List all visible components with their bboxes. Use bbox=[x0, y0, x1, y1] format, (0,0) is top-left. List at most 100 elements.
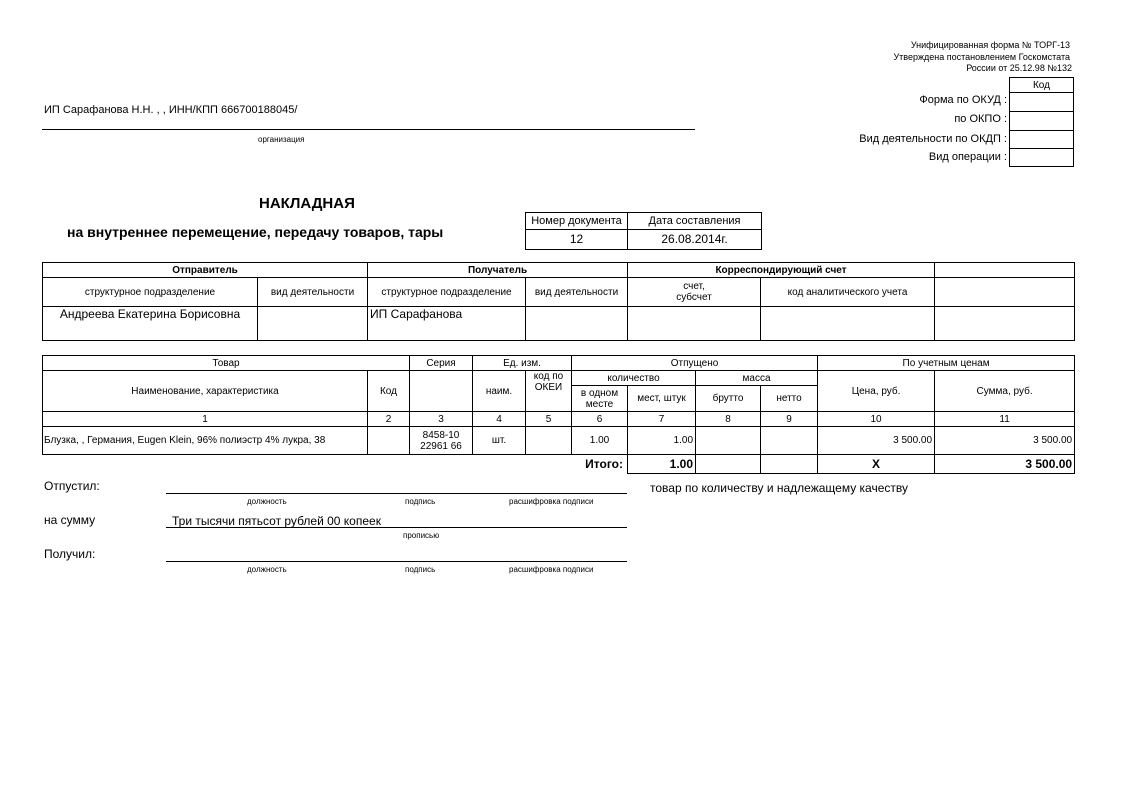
codes-header: Код bbox=[1009, 77, 1074, 93]
received-position-caption: должность bbox=[247, 565, 287, 574]
col-num: 5 bbox=[524, 411, 573, 427]
okud-label: Форма по ОКУД : bbox=[919, 94, 1007, 106]
col-num: 10 bbox=[817, 411, 936, 427]
item-okei bbox=[524, 426, 573, 455]
released-line[interactable] bbox=[166, 493, 627, 494]
receiver-unit-label: структурное подразделение bbox=[367, 277, 527, 307]
organization-line bbox=[42, 129, 695, 130]
account-header: Корреспондирующий счет bbox=[627, 262, 936, 278]
operation-label: Вид операции : bbox=[928, 151, 1007, 163]
doc-date: 26.08.2014г. bbox=[627, 229, 762, 250]
h-places: мест, штук bbox=[627, 385, 697, 412]
receiver-activity-label: вид деятельности bbox=[525, 277, 629, 307]
received-signature-caption: подпись bbox=[405, 565, 436, 574]
h-net: нетто bbox=[760, 385, 819, 412]
h-released: Отпущено bbox=[571, 355, 819, 371]
col-num: 9 bbox=[760, 411, 819, 427]
sender-unit-label: структурное подразделение bbox=[42, 277, 258, 307]
in-words-caption: прописью bbox=[403, 531, 440, 540]
item-sum: 3 500.00 bbox=[934, 426, 1076, 455]
total-gross bbox=[695, 454, 762, 474]
item-gross bbox=[695, 426, 762, 455]
h-unit-name: наим. bbox=[472, 370, 526, 412]
okpo-label: по ОКПО : bbox=[954, 113, 1007, 125]
col-num: 3 bbox=[409, 411, 473, 427]
column-numbers-row: 1 2 3 4 5 6 7 8 9 10 11 bbox=[42, 411, 1076, 427]
item-unit: шт. bbox=[472, 426, 526, 455]
code-okpo bbox=[1009, 111, 1074, 131]
h-qty: количество bbox=[571, 370, 697, 386]
amount-line bbox=[166, 527, 627, 528]
form-header-line1: Унифицированная форма № ТОРГ-13 bbox=[910, 40, 1070, 50]
col-num: 6 bbox=[571, 411, 629, 427]
form-header-line2: Утверждена постановлением Госкомстата bbox=[893, 52, 1070, 62]
h-price: Цена, руб. bbox=[817, 370, 936, 412]
table-row: Блузка, , Германия, Eugen Klein, 96% пол… bbox=[42, 426, 1076, 455]
item-name: Блузка, , Германия, Eugen Klein, 96% пол… bbox=[42, 426, 368, 455]
item-per-place: 1.00 bbox=[571, 426, 629, 455]
h-unit: Ед. изм. bbox=[471, 355, 573, 371]
released-signature-caption: подпись bbox=[405, 497, 436, 506]
item-price: 3 500.00 bbox=[817, 426, 936, 455]
page-title: НАКЛАДНАЯ bbox=[259, 195, 355, 212]
total-places: 1.00 bbox=[627, 454, 697, 474]
page-subtitle: на внутреннее перемещение, передачу това… bbox=[67, 224, 444, 240]
h-goods: Товар bbox=[42, 355, 410, 371]
goods-table: Товар Серия Ед. изм. Отпущено По учетным… bbox=[42, 355, 1076, 474]
sender-unit-value: Андреева Екатерина Борисовна bbox=[42, 306, 258, 341]
amount-label: на сумму bbox=[44, 513, 96, 527]
released-decoding-caption: расшифровка подписи bbox=[509, 497, 594, 506]
item-places: 1.00 bbox=[627, 426, 697, 455]
col-num: 7 bbox=[627, 411, 697, 427]
code-okdp bbox=[1009, 130, 1074, 149]
analytics-label: код аналитического учета bbox=[760, 277, 936, 307]
doc-number: 12 bbox=[525, 229, 628, 250]
total-row: Итого: 1.00 X 3 500.00 bbox=[42, 454, 1076, 474]
receiver-activity-value bbox=[525, 306, 629, 341]
item-code bbox=[367, 426, 410, 455]
h-series: Серия bbox=[409, 355, 473, 371]
codes-table: Код bbox=[1009, 77, 1074, 167]
sender-activity-value bbox=[256, 306, 369, 341]
col-num: 2 bbox=[367, 411, 410, 427]
col-num: 8 bbox=[695, 411, 762, 427]
sender-header: Отправитель bbox=[41, 262, 369, 278]
parties-table: Отправитель Получатель Корреспондирующий… bbox=[41, 262, 1076, 341]
doc-number-label: Номер документа bbox=[525, 212, 628, 230]
total-price: X bbox=[817, 454, 936, 474]
total-net bbox=[760, 454, 819, 474]
empty-header bbox=[934, 262, 1076, 278]
released-label: Отпустил: bbox=[44, 479, 100, 493]
analytics-value bbox=[760, 306, 936, 341]
form-header-line3: России от 25.12.98 №132 bbox=[966, 63, 1072, 73]
col-num: 1 bbox=[42, 411, 368, 427]
h-gross: брутто bbox=[695, 385, 762, 412]
h-name: Наименование, характеристика bbox=[42, 370, 368, 412]
code-okud bbox=[1009, 92, 1074, 112]
doc-date-label: Дата составления bbox=[627, 212, 762, 230]
document-table: Номер документа Дата составления 12 26.08.… bbox=[525, 212, 762, 250]
empty-value bbox=[934, 306, 1076, 341]
h-series-empty bbox=[409, 370, 473, 412]
receiver-header: Получатель bbox=[367, 262, 629, 278]
h-prices: По учетным ценам bbox=[817, 355, 1076, 371]
total-sum: 3 500.00 bbox=[934, 454, 1076, 474]
amount-in-words: Три тысячи пятьсот рублей 00 копеек bbox=[172, 514, 381, 528]
receiver-unit-value: ИП Сарафанова bbox=[367, 306, 527, 341]
quality-text: товар по количеству и надлежащему качест… bbox=[650, 481, 908, 495]
h-okei: код по ОКЕИ bbox=[524, 370, 573, 412]
okdp-label: Вид деятельности по ОКДП : bbox=[859, 133, 1007, 145]
col-num: 11 bbox=[934, 411, 1076, 427]
h-per-place: в одном месте bbox=[571, 385, 629, 412]
released-position-caption: должность bbox=[247, 497, 287, 506]
item-series: 8458-10 22961 66 bbox=[409, 426, 473, 455]
empty-cell bbox=[934, 277, 1076, 307]
account-label: счет, субсчет bbox=[627, 277, 762, 307]
received-line[interactable] bbox=[166, 561, 627, 562]
sender-activity-label: вид деятельности bbox=[256, 277, 369, 307]
h-mass: масса bbox=[695, 370, 819, 386]
organization-value: ИП Сарафанова Н.Н. , , ИНН/КПП 666700188… bbox=[44, 104, 298, 116]
total-label: Итого: bbox=[525, 454, 628, 474]
organization-caption: организация bbox=[258, 135, 305, 144]
received-decoding-caption: расшифровка подписи bbox=[509, 565, 594, 574]
